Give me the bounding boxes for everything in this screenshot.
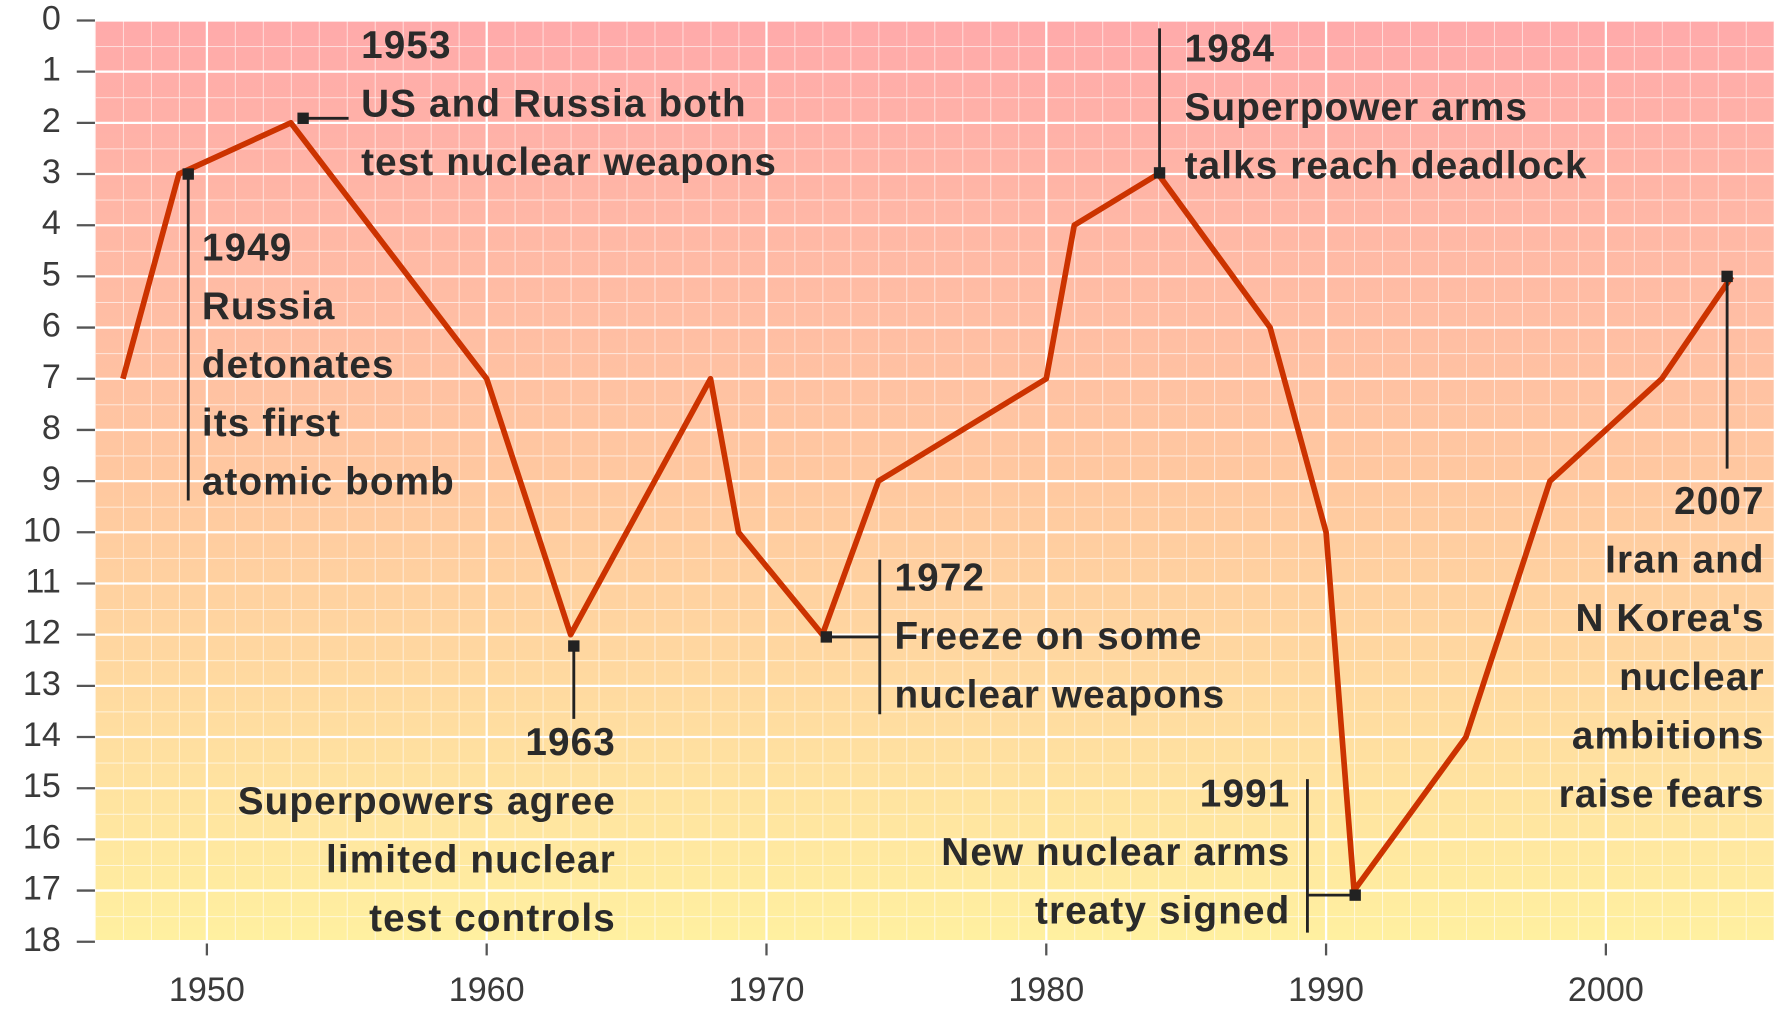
y-tick-label: 12	[23, 614, 61, 652]
annotation-text: Iran and	[1605, 539, 1764, 582]
annotation-text: Russia	[202, 285, 336, 328]
x-tick-label: 1960	[449, 971, 525, 1009]
y-tick-label: 11	[25, 562, 60, 600]
y-tick-label: 1	[42, 51, 61, 89]
annotation-text: raise fears	[1559, 773, 1765, 816]
y-tick-label: 7	[42, 358, 61, 396]
y-tick-label: 18	[23, 921, 61, 959]
annotation-text: nuclear	[1619, 656, 1764, 699]
annotation-year: 1972	[895, 556, 986, 599]
annotation-year: 1991	[1200, 772, 1291, 815]
annotation-dot	[820, 631, 832, 643]
x-tick-label: 1980	[1008, 971, 1084, 1009]
annotation-dot	[568, 640, 580, 652]
annotation-text: test nuclear weapons	[361, 141, 777, 184]
annotation-year: 2007	[1674, 480, 1765, 523]
annotation-dot	[1721, 270, 1733, 283]
annotation-text: limited nuclear	[326, 838, 616, 881]
y-tick-label: 8	[42, 409, 61, 447]
y-tick-label: 4	[42, 204, 61, 242]
y-tick-label: 17	[23, 870, 61, 908]
annotation-text: Superpower arms	[1185, 86, 1529, 129]
data-line	[120, 119, 1735, 894]
x-tick-label: 1950	[169, 971, 245, 1009]
annotation-text: talks reach deadlock	[1185, 145, 1588, 188]
annotation-year: 1949	[202, 226, 293, 269]
annotation-dot	[297, 112, 309, 124]
y-tick-label: 9	[42, 460, 61, 498]
x-tick-label: 2000	[1568, 971, 1644, 1009]
annotation-text: US and Russia both	[361, 83, 747, 126]
y-tick-label: 0	[42, 0, 61, 37]
y-tick-label: 10	[23, 511, 61, 549]
y-tick-label: 5	[42, 255, 61, 293]
annotation-year: 1984	[1185, 27, 1276, 70]
annotation-text: Superpowers agree	[238, 780, 616, 823]
annotation-dot	[1349, 889, 1361, 901]
y-tick-label: 3	[42, 153, 61, 191]
y-tick-label: 13	[23, 665, 61, 703]
annotation-text: ambitions	[1572, 714, 1765, 757]
annotation-dot	[182, 168, 194, 180]
annotation-text: nuclear weapons	[895, 673, 1226, 716]
y-tick-label: 2	[42, 102, 61, 140]
annotation-text: test controls	[369, 897, 616, 940]
annotation-text: N Korea's	[1575, 597, 1764, 640]
annotation-text: treaty signed	[1035, 890, 1290, 933]
annotation-text: detonates	[202, 344, 395, 387]
annotation-dot	[1153, 167, 1166, 179]
annotation-text: atomic bomb	[202, 461, 455, 504]
annotation-year: 1953	[361, 24, 452, 67]
annotation-text: New nuclear arms	[941, 831, 1290, 874]
x-tick-label: 1990	[1288, 971, 1364, 1009]
annotation-text: Freeze on some	[895, 615, 1203, 658]
y-tick-label: 16	[23, 818, 61, 856]
annotation-text: its first	[202, 402, 341, 445]
y-tick-label: 6	[42, 307, 61, 345]
y-tick-label: 15	[23, 767, 61, 805]
x-tick-label: 1970	[729, 971, 805, 1009]
y-tick-label: 14	[23, 716, 61, 754]
annotation-year: 1963	[525, 721, 616, 764]
